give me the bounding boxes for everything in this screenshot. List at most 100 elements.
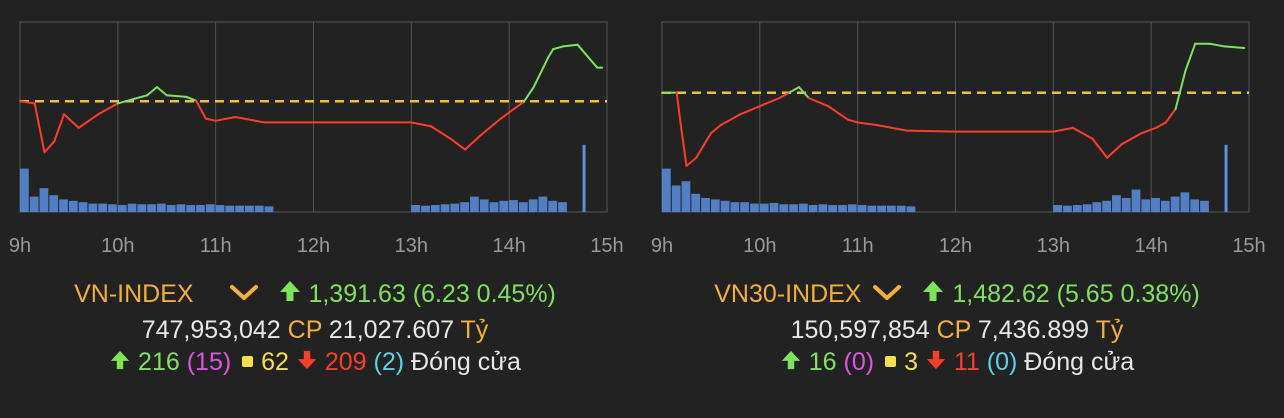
- volume-bar: [264, 206, 274, 212]
- advances-count: 216: [138, 348, 180, 376]
- volume-bar: [147, 204, 156, 212]
- x-tick-label: 9h: [651, 235, 673, 257]
- arrow-up-icon: [109, 345, 131, 381]
- vn30-index-panel: 9h 10h 11h 12h 13h 14h 15h VN30-INDEX 1,482.62…: [642, 0, 1272, 418]
- price-segment: [429, 125, 452, 140]
- x-tick-label: 15h: [1232, 235, 1265, 257]
- volume-bar: [460, 202, 470, 212]
- volume-bar: [245, 205, 254, 212]
- price-segment: [234, 116, 266, 124]
- value-unit: Tỷ: [1095, 316, 1124, 344]
- price-segment: [146, 86, 158, 97]
- x-tick-label: 10h: [743, 235, 776, 257]
- volume-bar: [1190, 199, 1200, 212]
- price-segment: [464, 135, 481, 151]
- volume-bar: [1170, 196, 1180, 212]
- volume-bar: [1131, 189, 1141, 212]
- volume-bar: [59, 199, 68, 212]
- price-segment: [685, 156, 698, 167]
- price-segment: [1164, 107, 1177, 124]
- breadth-row: 16 (0) 3 11 (0) Đóng cửa: [642, 344, 1272, 381]
- volume-bar: [662, 168, 671, 212]
- volume-bar: [691, 193, 701, 212]
- price-segment: [695, 132, 712, 159]
- price-segment: [195, 99, 207, 120]
- volume-bar: [759, 203, 769, 212]
- price-segment: [498, 107, 516, 121]
- x-tick-label: 12h: [297, 235, 330, 257]
- volume-bar: [681, 181, 691, 212]
- price-segment: [33, 102, 46, 154]
- price-segment: [675, 91, 683, 132]
- volume-bar: [671, 185, 681, 212]
- price-segment: [1174, 69, 1187, 110]
- price-segment: [1106, 143, 1123, 159]
- volume-bar: [896, 205, 906, 212]
- floor-count: (2): [373, 348, 405, 376]
- price-segment: [185, 95, 198, 102]
- volume-bar: [701, 198, 710, 212]
- price-segment: [478, 118, 501, 137]
- volume-bar: [430, 205, 440, 212]
- total-value: 7,436.899: [977, 316, 1090, 344]
- volume-bar: [1072, 205, 1082, 212]
- price-segment: [63, 113, 80, 129]
- price-segment: [53, 113, 66, 143]
- volume-row: 747,953,042 CP 21,027.607 Tỷ: [0, 312, 630, 348]
- price-segment: [43, 140, 56, 154]
- volume-bar: [108, 204, 117, 212]
- x-tick-label: 14h: [492, 235, 525, 257]
- volume-bar: [235, 205, 245, 212]
- volume-bar: [779, 204, 789, 212]
- chevron-down-icon[interactable]: [872, 277, 902, 313]
- volume-bar: [78, 202, 88, 212]
- x-tick-label: 12h: [939, 235, 972, 257]
- volume-bar: [740, 202, 750, 212]
- volume-bar: [1092, 202, 1102, 212]
- volume-bar: [176, 204, 186, 212]
- price-segment: [846, 118, 859, 124]
- index-name[interactable]: VN-INDEX: [74, 280, 194, 308]
- price-segment: [1052, 126, 1074, 133]
- price-segment: [788, 86, 800, 94]
- total-volume: 747,953,042: [141, 316, 281, 344]
- index-change: (5.65 0.38%): [1056, 280, 1200, 308]
- price-segment: [1140, 126, 1158, 135]
- volume-bar-close: [1224, 144, 1228, 212]
- volume-bar: [470, 196, 479, 212]
- volume-bar: [1160, 200, 1170, 212]
- volume-bar: [29, 196, 39, 212]
- price-segment: [856, 121, 879, 127]
- price-segment: [739, 105, 761, 116]
- volume-bar: [847, 204, 857, 212]
- volume-bar: [750, 203, 759, 212]
- index-close-value: 1,391.63: [308, 280, 406, 308]
- price-segment: [410, 121, 432, 128]
- volume-bar: [421, 205, 430, 212]
- volume-bar: [1112, 195, 1121, 212]
- x-tick-label: 10h: [101, 235, 134, 257]
- chevron-down-icon[interactable]: [229, 277, 259, 313]
- volume-bar-close: [582, 144, 586, 212]
- price-segment: [827, 105, 849, 121]
- volume-bar: [1102, 200, 1112, 212]
- price-segment: [155, 86, 168, 97]
- price-segment: [758, 97, 781, 108]
- index-name[interactable]: VN30-INDEX: [714, 280, 862, 308]
- volume-bar: [225, 205, 235, 212]
- price-segment: [1071, 126, 1094, 140]
- volume-bar: [789, 204, 798, 212]
- volume-bar: [166, 205, 176, 212]
- price-segment: [116, 97, 139, 105]
- volume-bar: [411, 205, 421, 212]
- volume-bar: [1200, 200, 1209, 212]
- price-segment: [778, 91, 791, 99]
- price-segment: [1208, 42, 1226, 48]
- volume-bar: [205, 204, 215, 212]
- volume-bar: [906, 206, 916, 212]
- volume-bar: [117, 205, 127, 212]
- price-segment: [214, 116, 237, 122]
- volume-bar: [857, 205, 867, 212]
- price-segment: [719, 113, 742, 127]
- arrow-up-icon: [278, 277, 302, 313]
